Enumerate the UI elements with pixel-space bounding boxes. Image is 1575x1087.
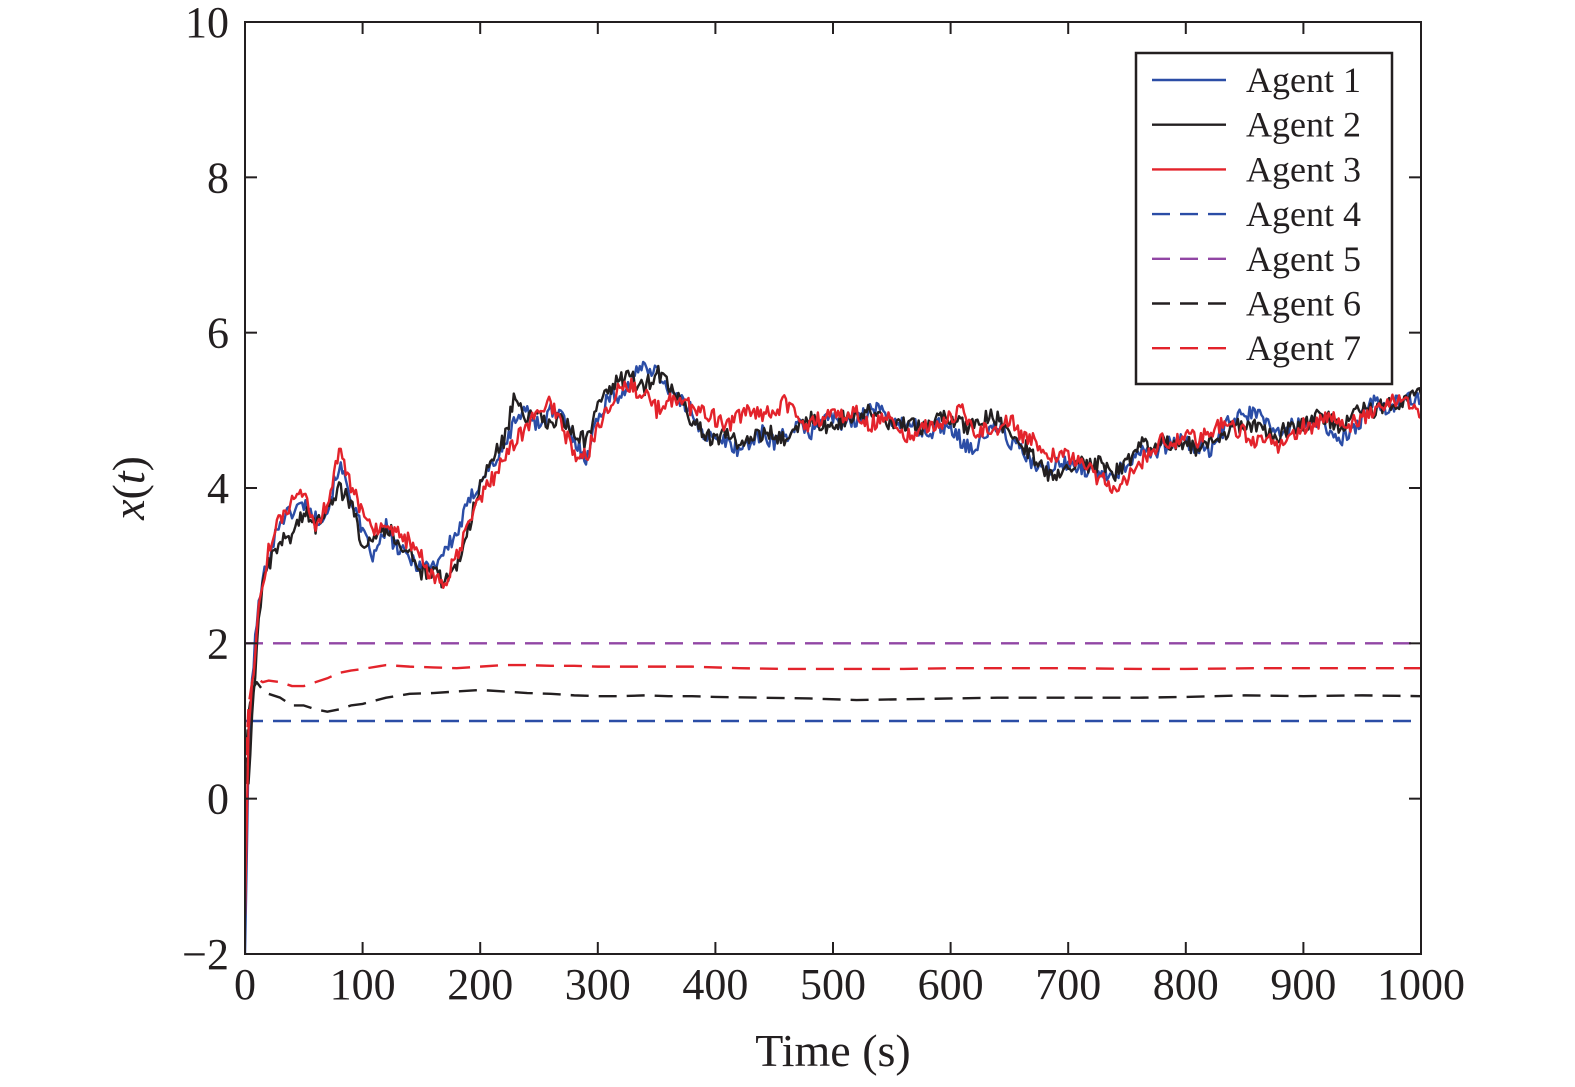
x-tick-label: 500 bbox=[800, 960, 866, 1009]
series-line-agent-7 bbox=[245, 663, 1421, 784]
series-line-agent-6 bbox=[245, 680, 1421, 776]
x-tick-label: 100 bbox=[330, 960, 396, 1009]
x-tick-label: 0 bbox=[234, 960, 256, 1009]
legend-label: Agent 2 bbox=[1246, 105, 1361, 145]
y-tick-label: 6 bbox=[207, 309, 229, 358]
legend-label: Agent 7 bbox=[1246, 328, 1361, 368]
legend-label: Agent 5 bbox=[1246, 239, 1361, 279]
x-tick-label: 600 bbox=[918, 960, 984, 1009]
ticks-layer: 0 100 200 300 400 500 600 700 800 900 1000−2024681… bbox=[182, 0, 1465, 1009]
y-tick-label: 2 bbox=[207, 619, 229, 668]
series-line-agent-1 bbox=[245, 360, 1421, 954]
x-tick-label: 400 bbox=[682, 960, 748, 1009]
legend-box bbox=[1134, 51, 1394, 386]
y-tick-label: −2 bbox=[182, 930, 229, 979]
x-tick-label: 900 bbox=[1270, 960, 1336, 1009]
legend-label: Agent 3 bbox=[1246, 149, 1361, 189]
x-tick-label: 1000 bbox=[1377, 960, 1465, 1009]
x-tick-label: 800 bbox=[1153, 960, 1219, 1009]
legend-label: Agent 4 bbox=[1246, 194, 1361, 234]
y-axis-label: x(t) bbox=[103, 456, 154, 521]
y-tick-label: 4 bbox=[207, 464, 229, 513]
series-line-agent-3 bbox=[245, 377, 1421, 916]
x-tick-label: 300 bbox=[565, 960, 631, 1009]
series-layer bbox=[245, 360, 1421, 954]
y-tick-label: 10 bbox=[185, 0, 229, 47]
x-tick-label: 200 bbox=[447, 960, 513, 1009]
y-tick-label: 8 bbox=[207, 153, 229, 202]
x-axis-label: Time (s) bbox=[755, 1025, 911, 1076]
y-tick-label: 0 bbox=[207, 775, 229, 824]
x-tick-label: 700 bbox=[1035, 960, 1101, 1009]
legend-label: Agent 1 bbox=[1246, 60, 1361, 100]
legend-label: Agent 6 bbox=[1246, 284, 1361, 324]
